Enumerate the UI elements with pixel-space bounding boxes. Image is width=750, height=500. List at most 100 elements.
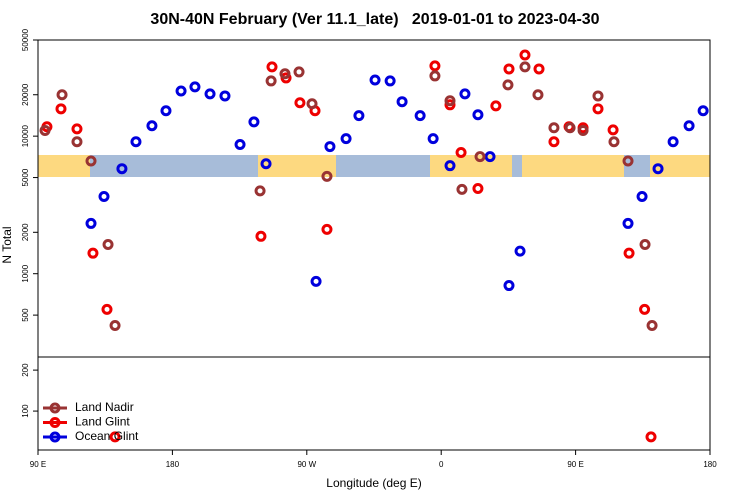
y-tick-label: 10000 (21, 124, 30, 147)
data-point (87, 247, 99, 259)
data-point (502, 79, 514, 91)
data-point (646, 320, 658, 332)
chart-title: 30N-40N February (Ver 11.1_late) 2019-01… (150, 11, 599, 28)
data-point (160, 105, 172, 117)
data-point (56, 89, 68, 101)
data-point (175, 85, 187, 97)
data-point (71, 123, 83, 135)
data-point (472, 183, 484, 195)
y-tick-label: 5000 (21, 168, 30, 186)
data-point (429, 60, 441, 72)
world-map (38, 155, 710, 177)
data-point (444, 160, 456, 172)
data-point (340, 133, 352, 145)
legend-marker (49, 402, 61, 414)
y-axis-label: N Total (0, 226, 14, 263)
data-point (102, 239, 114, 251)
data-point (85, 217, 97, 229)
data-point (697, 105, 709, 117)
data-point (310, 275, 322, 287)
data-point (254, 185, 266, 197)
data-point (427, 133, 439, 145)
data-point (474, 151, 486, 163)
data-point (683, 120, 695, 132)
data-point (564, 122, 576, 134)
data-point (622, 217, 634, 229)
y-tick-label: 1000 (21, 264, 30, 282)
data-point (369, 74, 381, 86)
data-point (85, 155, 97, 167)
data-point (532, 89, 544, 101)
data-point (645, 431, 657, 443)
data-point (306, 98, 318, 110)
data-point (353, 110, 365, 122)
x-tick-label: 90 E (567, 460, 583, 469)
data-point (294, 97, 306, 109)
legend-marker (49, 431, 61, 443)
y-tick-label: 2000 (21, 223, 30, 241)
data-point (109, 320, 121, 332)
data-point (592, 90, 604, 102)
data-point (55, 103, 67, 115)
legend-label: Ocean Glint (75, 429, 139, 443)
data-point (396, 96, 408, 108)
y-tick-label: 200 (21, 363, 30, 377)
data-point (636, 191, 648, 203)
data-point (109, 431, 121, 443)
data-point (472, 109, 484, 121)
data-point (519, 49, 531, 61)
x-tick-label: 90 W (297, 460, 316, 469)
y-tick-label: 50000 (21, 28, 30, 51)
data-point (321, 223, 333, 235)
data-point (444, 99, 456, 111)
data-point (607, 124, 619, 136)
data-point (414, 110, 426, 122)
data-point (503, 280, 515, 292)
legend-label: Land Nadir (75, 400, 134, 414)
data-point (514, 245, 526, 257)
data-point (577, 124, 589, 136)
data-point (484, 151, 496, 163)
data-point (324, 141, 336, 153)
x-axis-label: Longitude (deg E) (326, 476, 421, 490)
data-point (98, 191, 110, 203)
data-point (456, 183, 468, 195)
data-point (248, 116, 260, 128)
data-point (384, 75, 396, 87)
data-point (266, 61, 278, 73)
legend-marker (49, 417, 61, 428)
y-tick-label: 500 (21, 308, 30, 322)
data-point (622, 155, 634, 167)
legend-label: Land Glint (75, 415, 130, 429)
data-point (519, 61, 531, 73)
y-tick-label: 20000 (21, 83, 30, 106)
data-point (608, 136, 620, 148)
data-point (592, 103, 604, 115)
data-point (503, 63, 515, 75)
data-point (639, 239, 651, 251)
data-point (667, 136, 679, 148)
data-point (130, 136, 142, 148)
data-point (548, 136, 560, 148)
data-point (321, 170, 333, 182)
data-point (279, 68, 291, 80)
data-point (533, 63, 545, 75)
y-tick-label: 100 (21, 404, 30, 418)
data-point (255, 230, 267, 242)
data-point (455, 147, 467, 159)
data-point (459, 88, 471, 100)
data-point (548, 122, 560, 134)
data-point (219, 90, 231, 102)
data-point (652, 163, 664, 175)
data-point (444, 95, 456, 107)
x-tick-label: 180 (166, 460, 180, 469)
x-tick-label: 180 (703, 460, 717, 469)
x-tick-label: 0 (439, 460, 444, 469)
data-point (146, 120, 158, 132)
data-point (623, 247, 635, 259)
data-point (189, 81, 201, 93)
data-point (639, 303, 651, 315)
data-point (429, 70, 441, 82)
x-tick-label: 90 E (30, 460, 46, 469)
